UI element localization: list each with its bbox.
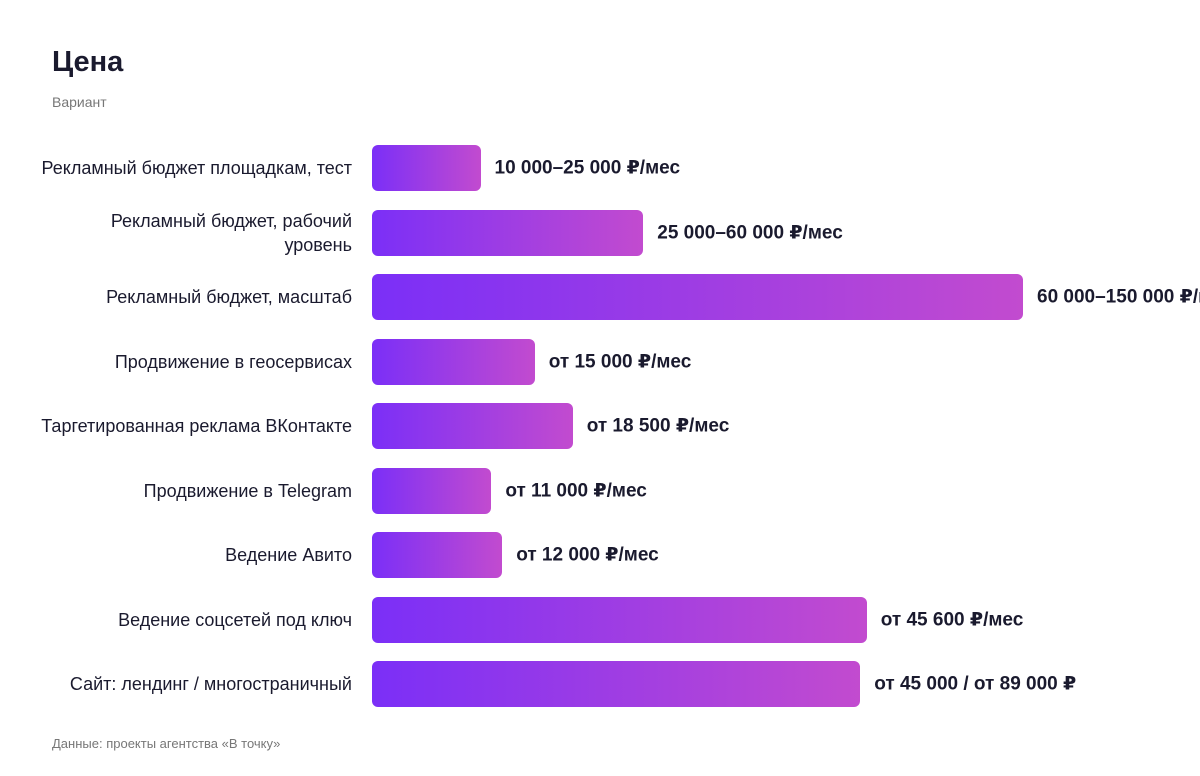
- category-label: Ведение соцсетей под ключ: [118, 609, 352, 630]
- category-label: Ведение Авито: [225, 545, 352, 565]
- chart-title: Цена: [52, 46, 124, 78]
- value-label: от 45 000 / от 89 000 ₽: [874, 673, 1077, 695]
- category-label: Сайт: лендинг / многостраничный: [69, 674, 352, 694]
- value-label: от 12 000 ₽/мес: [516, 544, 659, 566]
- chart-subtitle: Вариант: [52, 94, 107, 110]
- category-label: Продвижение в Telegram: [143, 480, 352, 501]
- bar: [372, 338, 535, 385]
- bar: [372, 145, 481, 191]
- category-label: Рекламный бюджет площадкам, тест: [41, 158, 352, 178]
- bar: [372, 467, 492, 514]
- category-label: Рекламный бюджет, масштаб: [106, 287, 352, 307]
- category-label: Рекламный бюджет, рабочий уровень: [110, 210, 352, 255]
- category-label: Таргетированная реклама ВКонтакте: [41, 416, 352, 436]
- bar: [372, 209, 644, 256]
- value-label: 60 000–150 000 ₽/мес: [1037, 286, 1200, 308]
- bar: [372, 596, 867, 643]
- category-label: Продвижение в геосервисах: [114, 351, 352, 372]
- value-label: 25 000–60 000 ₽/мес: [657, 222, 843, 243]
- value-label: от 11 000 ₽/мес: [505, 480, 647, 501]
- value-label: от 15 000 ₽/мес: [548, 351, 692, 372]
- bar: [372, 661, 861, 707]
- value-label: от 18 500 ₽/мес: [586, 415, 730, 437]
- value-label: от 45 600 ₽/мес: [880, 609, 1024, 630]
- bar: [372, 532, 503, 578]
- bar: [372, 274, 1023, 320]
- value-label: 10 000–25 000 ₽/мес: [494, 157, 681, 179]
- bar: [372, 403, 573, 449]
- source-note: Данные: проекты агентства «В точку»: [52, 736, 281, 751]
